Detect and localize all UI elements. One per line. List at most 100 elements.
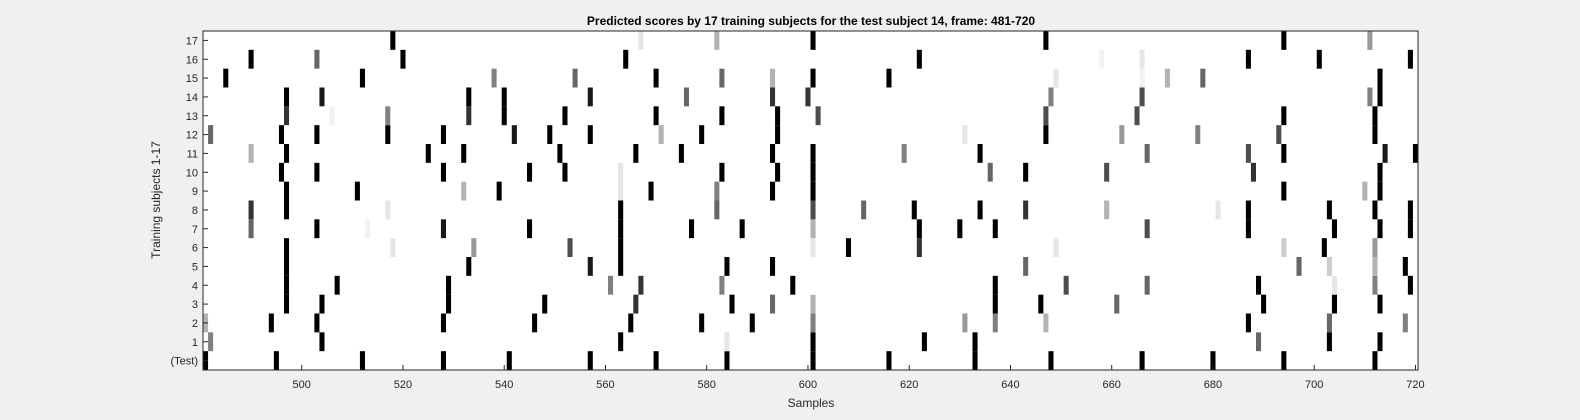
heatmap-cell xyxy=(724,351,730,370)
heatmap-cell xyxy=(618,238,624,257)
heatmap-cell xyxy=(810,313,816,333)
heatmap-cell xyxy=(567,238,573,257)
heatmap-cell xyxy=(1367,87,1373,107)
heatmap-cell xyxy=(719,106,725,126)
y-tick-label: 2 xyxy=(192,318,198,330)
heatmap-cell xyxy=(1372,106,1378,126)
x-axis: 500 520 540 560 580 600 620 640 660 680 700 720 xyxy=(293,365,1425,391)
heatmap-cell xyxy=(699,313,705,333)
heatmap-cell xyxy=(329,106,335,126)
heatmap-cell xyxy=(1245,144,1251,163)
heatmap-cell xyxy=(1377,219,1383,239)
y-tick-label: 13 xyxy=(186,111,198,123)
heatmap-cell xyxy=(770,87,776,107)
heatmap-cell xyxy=(1326,200,1332,220)
heatmap-cell xyxy=(957,219,963,239)
x-tick-label: 620 xyxy=(900,379,918,391)
heatmap-cell xyxy=(248,200,254,220)
heatmap-cell xyxy=(1144,144,1150,163)
heatmap-cell xyxy=(223,68,229,88)
heatmap-cell xyxy=(1326,313,1332,333)
heatmap-cell xyxy=(618,181,624,201)
heatmap-cell xyxy=(810,181,816,201)
heatmap-cell xyxy=(1281,144,1287,163)
x-axis-label: Samples xyxy=(788,396,835,410)
y-tick-label: 14 xyxy=(186,92,198,104)
heatmap-cell xyxy=(440,162,446,182)
heatmap-cell xyxy=(1043,125,1049,144)
heatmap-cell xyxy=(284,275,290,295)
heatmap-cell xyxy=(1023,200,1029,220)
heatmap-cell xyxy=(1377,181,1383,201)
heatmap-cell xyxy=(1144,219,1150,239)
heatmap-cell xyxy=(901,144,907,163)
heatmap-cell xyxy=(365,219,371,239)
heatmap-cell xyxy=(810,200,816,220)
heatmap-cell xyxy=(1099,49,1105,69)
heatmap-cell xyxy=(699,125,705,144)
heatmap-cell xyxy=(1331,275,1337,295)
heatmap-cell xyxy=(1372,257,1378,276)
x-tick-label: 600 xyxy=(799,379,817,391)
heatmap-cell xyxy=(770,68,776,88)
heatmap-cell xyxy=(354,181,360,201)
heatmap-cell xyxy=(446,275,452,295)
heatmap-cell xyxy=(1245,313,1251,333)
heatmap-cell xyxy=(810,219,816,239)
heatmap-cell xyxy=(440,125,446,144)
heatmap-cell xyxy=(1164,68,1170,88)
heatmap-cell xyxy=(284,87,290,107)
heatmap-cell xyxy=(714,181,720,201)
heatmap-cell xyxy=(638,275,644,295)
heatmap-cell xyxy=(501,87,507,107)
y-tick-label: 12 xyxy=(186,130,198,142)
heatmap-cell xyxy=(1245,219,1251,239)
x-tick-label: 700 xyxy=(1305,379,1323,391)
x-tick-label: 500 xyxy=(293,379,311,391)
heatmap-cell xyxy=(962,313,968,333)
heatmap-cell xyxy=(618,332,624,352)
heatmap-cell xyxy=(547,125,553,144)
heatmap-cell xyxy=(1043,106,1049,126)
heatmap-cell xyxy=(446,294,452,314)
heatmap-cell xyxy=(1402,313,1408,333)
heatmap-cell xyxy=(1200,68,1206,88)
heatmap-cell xyxy=(1114,294,1120,314)
heatmap-cell xyxy=(471,238,477,257)
heatmap-cell xyxy=(1139,87,1145,107)
heatmap-cell xyxy=(562,162,568,182)
heatmap-cell xyxy=(319,332,325,352)
heatmap-cell xyxy=(653,68,659,88)
heatmap-cell xyxy=(770,144,776,163)
heatmap-cell xyxy=(1043,313,1049,333)
heatmap-cell xyxy=(466,106,472,126)
heatmap-cell xyxy=(440,351,446,370)
heatmap-cell xyxy=(683,87,689,107)
y-tick-label: 11 xyxy=(187,148,198,160)
x-tick-label: 540 xyxy=(495,379,513,391)
heatmap-cell xyxy=(385,106,391,126)
y-tick-label: 10 xyxy=(186,167,198,179)
heatmap-cell xyxy=(385,200,391,220)
heatmap-cell xyxy=(886,68,892,88)
heatmap-cell xyxy=(1048,87,1054,107)
heatmap-cell xyxy=(1407,219,1413,239)
heatmap-cell xyxy=(284,257,290,276)
heatmap-cell xyxy=(810,68,816,88)
heatmap-cell xyxy=(1215,200,1221,220)
heatmap-cell xyxy=(1250,162,1256,182)
heatmap-cell xyxy=(385,125,391,144)
heatmap-cell xyxy=(623,49,629,69)
heatmap-cell xyxy=(359,351,365,370)
heatmap-cell xyxy=(618,257,624,276)
heatmap-cell xyxy=(278,162,284,182)
heatmap-cell xyxy=(618,219,624,239)
heatmap-cell xyxy=(992,275,998,295)
heatmap-cell xyxy=(1245,49,1251,69)
x-tick-label: 720 xyxy=(1406,379,1424,391)
heatmap-cell xyxy=(810,162,816,182)
heatmap-cell xyxy=(284,200,290,220)
heatmap-cell xyxy=(284,181,290,201)
heatmap-cell xyxy=(562,106,568,126)
heatmap-cell xyxy=(491,68,497,88)
